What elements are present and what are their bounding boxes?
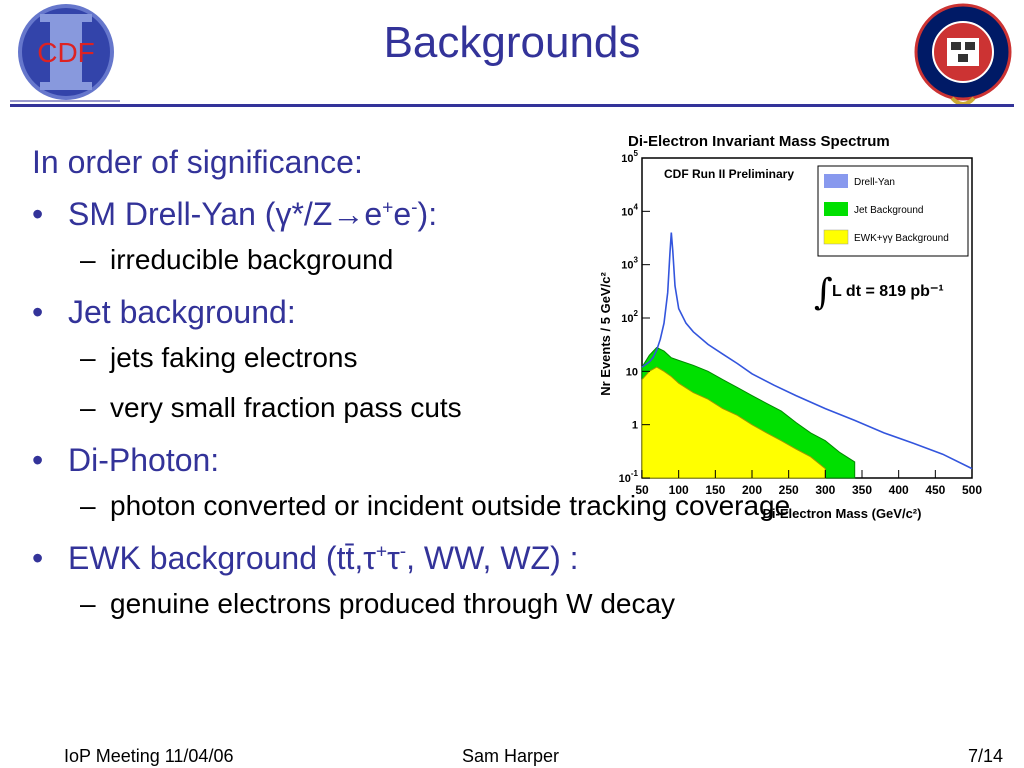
footer-center: Sam Harper [462, 746, 560, 766]
intro-text: In order of significance: [32, 144, 363, 180]
y-tick-label: 102 [621, 309, 638, 325]
footer-left: IoP Meeting 11/04/06 [64, 746, 234, 766]
header-accent-line [10, 100, 120, 102]
integral-sign: ∫ [814, 272, 833, 313]
x-tick-label: 50 [635, 483, 649, 497]
legend-label-jet: Jet Background [854, 205, 924, 216]
bullet-ewk: • EWK background (tt̄,τ+τ-, WW, WZ) : [32, 540, 579, 576]
bullet-di-photon: • Di-Photon: [32, 442, 220, 478]
y-axis-label: Nr Events / 5 GeV/c² [598, 272, 613, 396]
cdf-logo-label: CDF [37, 37, 95, 68]
x-axis-label: Di-Electron Mass (GeV/c²) [763, 506, 922, 521]
slide-title: Backgrounds [383, 18, 641, 67]
legend: Drell-Yan Jet Background EWK+γγ Backgrou… [817, 165, 969, 257]
x-tick-label: 400 [889, 483, 909, 497]
header-divider [10, 104, 1014, 107]
x-tick-label: 450 [925, 483, 945, 497]
x-tick-label: 200 [742, 483, 762, 497]
luminosity-label: L dt = 819 pb⁻¹ [832, 283, 944, 300]
y-tick-label: 104 [621, 202, 638, 218]
legend-label-drell-yan: Drell-Yan [854, 177, 895, 188]
sub-bullet: – genuine electrons produced through W de… [80, 588, 676, 619]
y-tick-label: 103 [621, 256, 638, 272]
annotation-label: CDF Run II Preliminary [664, 167, 794, 181]
sub-bullet: – irreducible background [80, 244, 394, 275]
cdf-logo: CDF [18, 4, 114, 100]
footer-right: 7/14 [968, 746, 1004, 766]
sub-bullet: – very small fraction pass cuts [80, 392, 462, 423]
series-drell-yan [641, 232, 973, 470]
sub-bullet: – photon converted or incident outside tr… [80, 490, 791, 521]
slide-body: In order of significance: • SM Drell-Yan … [32, 144, 1012, 638]
x-tick-label: 100 [669, 483, 689, 497]
sub-bullet: – jets faking electrons [80, 342, 358, 373]
y-tick-label: 10 [626, 366, 638, 378]
bullet-drell-yan: • SM Drell-Yan (γ*/Z→e+e-): [32, 196, 438, 232]
chart-title: Di-Electron Invariant Mass Spectrum [628, 133, 890, 150]
series-ewk-background [641, 366, 826, 479]
mass-spectrum-chart: Di-Electron Invariant Mass Spectrum CDF … [598, 133, 982, 521]
x-tick-label: 250 [779, 483, 799, 497]
x-tick-label: 500 [962, 483, 982, 497]
x-tick-label: 150 [705, 483, 725, 497]
oxford-seal [914, 3, 1012, 106]
legend-swatch-jet [824, 202, 848, 216]
y-tick-label: 105 [621, 149, 638, 165]
legend-label-ewk: EWK+γγ Background [854, 233, 949, 244]
x-tick-label: 300 [815, 483, 835, 497]
bullet-jet: • Jet background: [32, 294, 296, 330]
legend-swatch-ewk [823, 229, 849, 245]
y-tick-label: 1 [632, 420, 638, 432]
x-tick-label: 350 [852, 483, 872, 497]
legend-swatch-drell-yan [824, 174, 848, 188]
